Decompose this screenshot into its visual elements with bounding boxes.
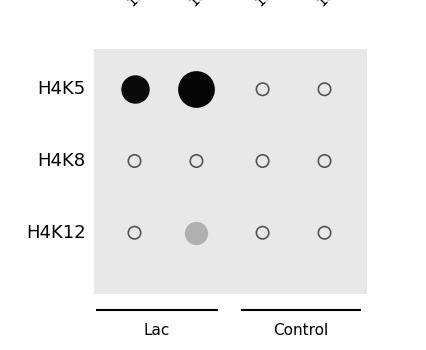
Point xyxy=(320,230,327,236)
Text: 100ng: 100ng xyxy=(186,0,227,9)
Point xyxy=(259,230,265,236)
Point xyxy=(193,158,199,164)
Point xyxy=(259,86,265,92)
Point xyxy=(131,230,138,236)
Bar xyxy=(94,49,366,294)
Point xyxy=(320,86,327,92)
Text: 10ng: 10ng xyxy=(124,0,159,9)
Text: H4K12: H4K12 xyxy=(26,224,85,242)
Text: Control: Control xyxy=(273,323,328,338)
Point xyxy=(320,158,327,164)
Point xyxy=(131,158,138,164)
Text: 100ng: 100ng xyxy=(314,0,355,9)
Text: Lac: Lac xyxy=(144,323,170,338)
Text: H4K8: H4K8 xyxy=(37,152,85,170)
Point xyxy=(131,86,138,92)
Point xyxy=(259,158,265,164)
Point xyxy=(193,230,199,236)
Text: H4K5: H4K5 xyxy=(37,80,85,98)
Point xyxy=(193,86,199,92)
Text: 10ng: 10ng xyxy=(252,0,287,9)
